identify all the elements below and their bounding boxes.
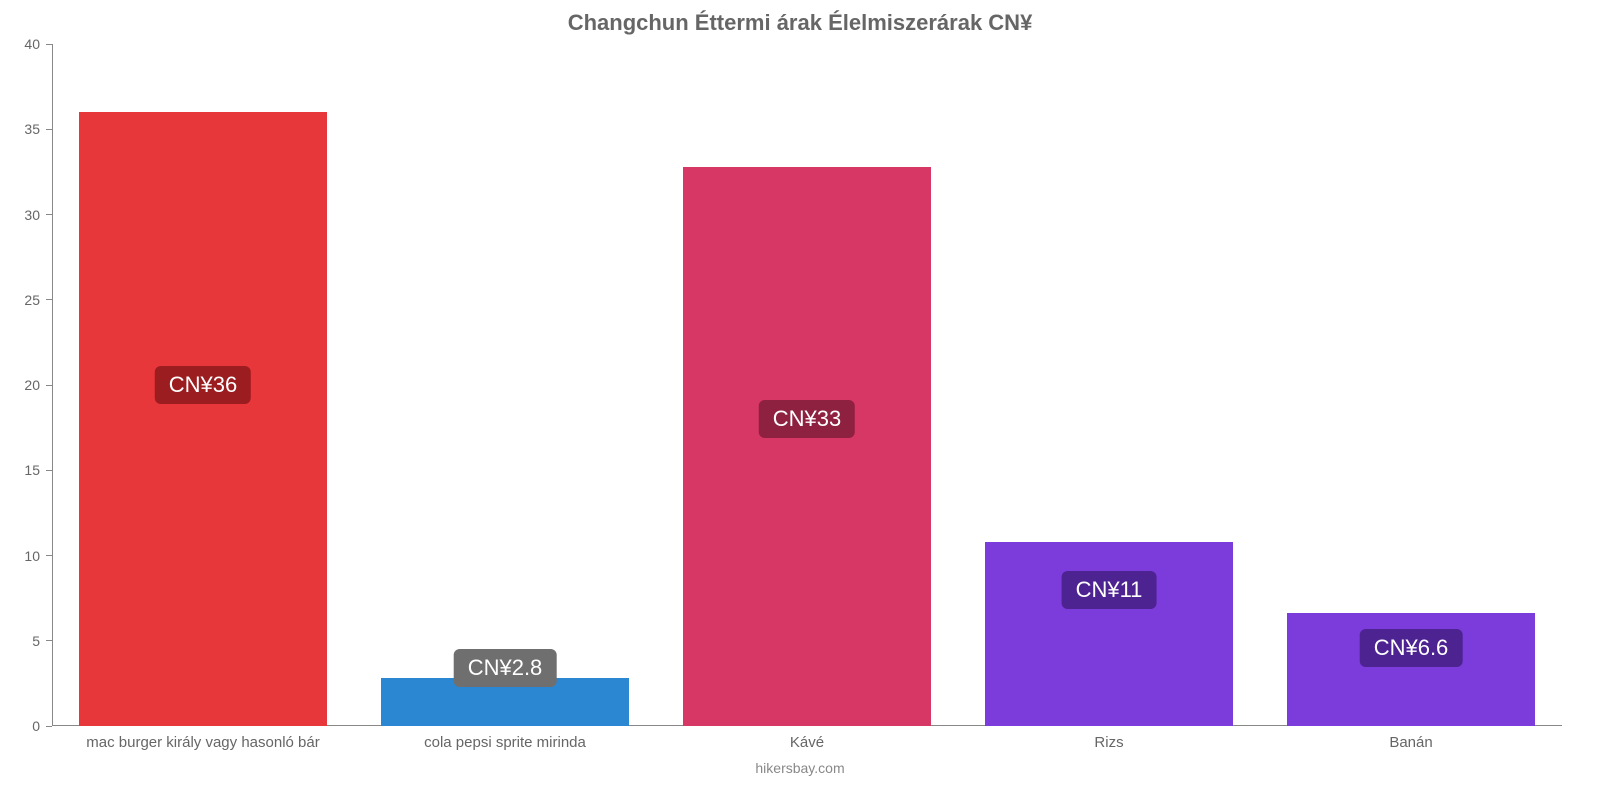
y-axis-line — [52, 44, 53, 726]
y-tick-label: 30 — [6, 207, 40, 223]
plot-area: 0510152025303540CN¥36mac burger király v… — [52, 44, 1562, 726]
bar-value-badge: CN¥33 — [759, 400, 855, 438]
chart-title: Changchun Éttermi árak Élelmiszerárak CN… — [0, 0, 1600, 36]
bar — [683, 167, 931, 726]
y-tick-mark — [46, 385, 52, 386]
bar-value-badge: CN¥6.6 — [1360, 629, 1463, 667]
x-axis-label: mac burger király vagy hasonló bár — [52, 734, 354, 751]
bar-value-badge: CN¥36 — [155, 366, 251, 404]
x-axis-label: Rizs — [958, 734, 1260, 751]
y-tick-mark — [46, 299, 52, 300]
bar — [79, 112, 327, 726]
y-tick-label: 15 — [6, 462, 40, 478]
y-tick-label: 20 — [6, 377, 40, 393]
x-axis-label: Banán — [1260, 734, 1562, 751]
y-tick-mark — [46, 640, 52, 641]
y-tick-label: 5 — [6, 633, 40, 649]
bar-value-badge: CN¥11 — [1062, 571, 1157, 609]
y-tick-mark — [46, 214, 52, 215]
y-tick-label: 35 — [6, 121, 40, 137]
y-tick-label: 10 — [6, 548, 40, 564]
x-axis-label: Kávé — [656, 734, 958, 751]
chart-footer: hikersbay.com — [0, 760, 1600, 776]
x-axis-label: cola pepsi sprite mirinda — [354, 734, 656, 751]
y-tick-label: 25 — [6, 292, 40, 308]
y-tick-mark — [46, 726, 52, 727]
bar-value-badge: CN¥2.8 — [454, 649, 557, 687]
y-tick-mark — [46, 555, 52, 556]
chart-container: Changchun Éttermi árak Élelmiszerárak CN… — [0, 0, 1600, 800]
y-tick-label: 40 — [6, 36, 40, 52]
y-tick-label: 0 — [6, 718, 40, 734]
y-tick-mark — [46, 44, 52, 45]
y-tick-mark — [46, 470, 52, 471]
y-tick-mark — [46, 129, 52, 130]
bar — [985, 542, 1233, 726]
